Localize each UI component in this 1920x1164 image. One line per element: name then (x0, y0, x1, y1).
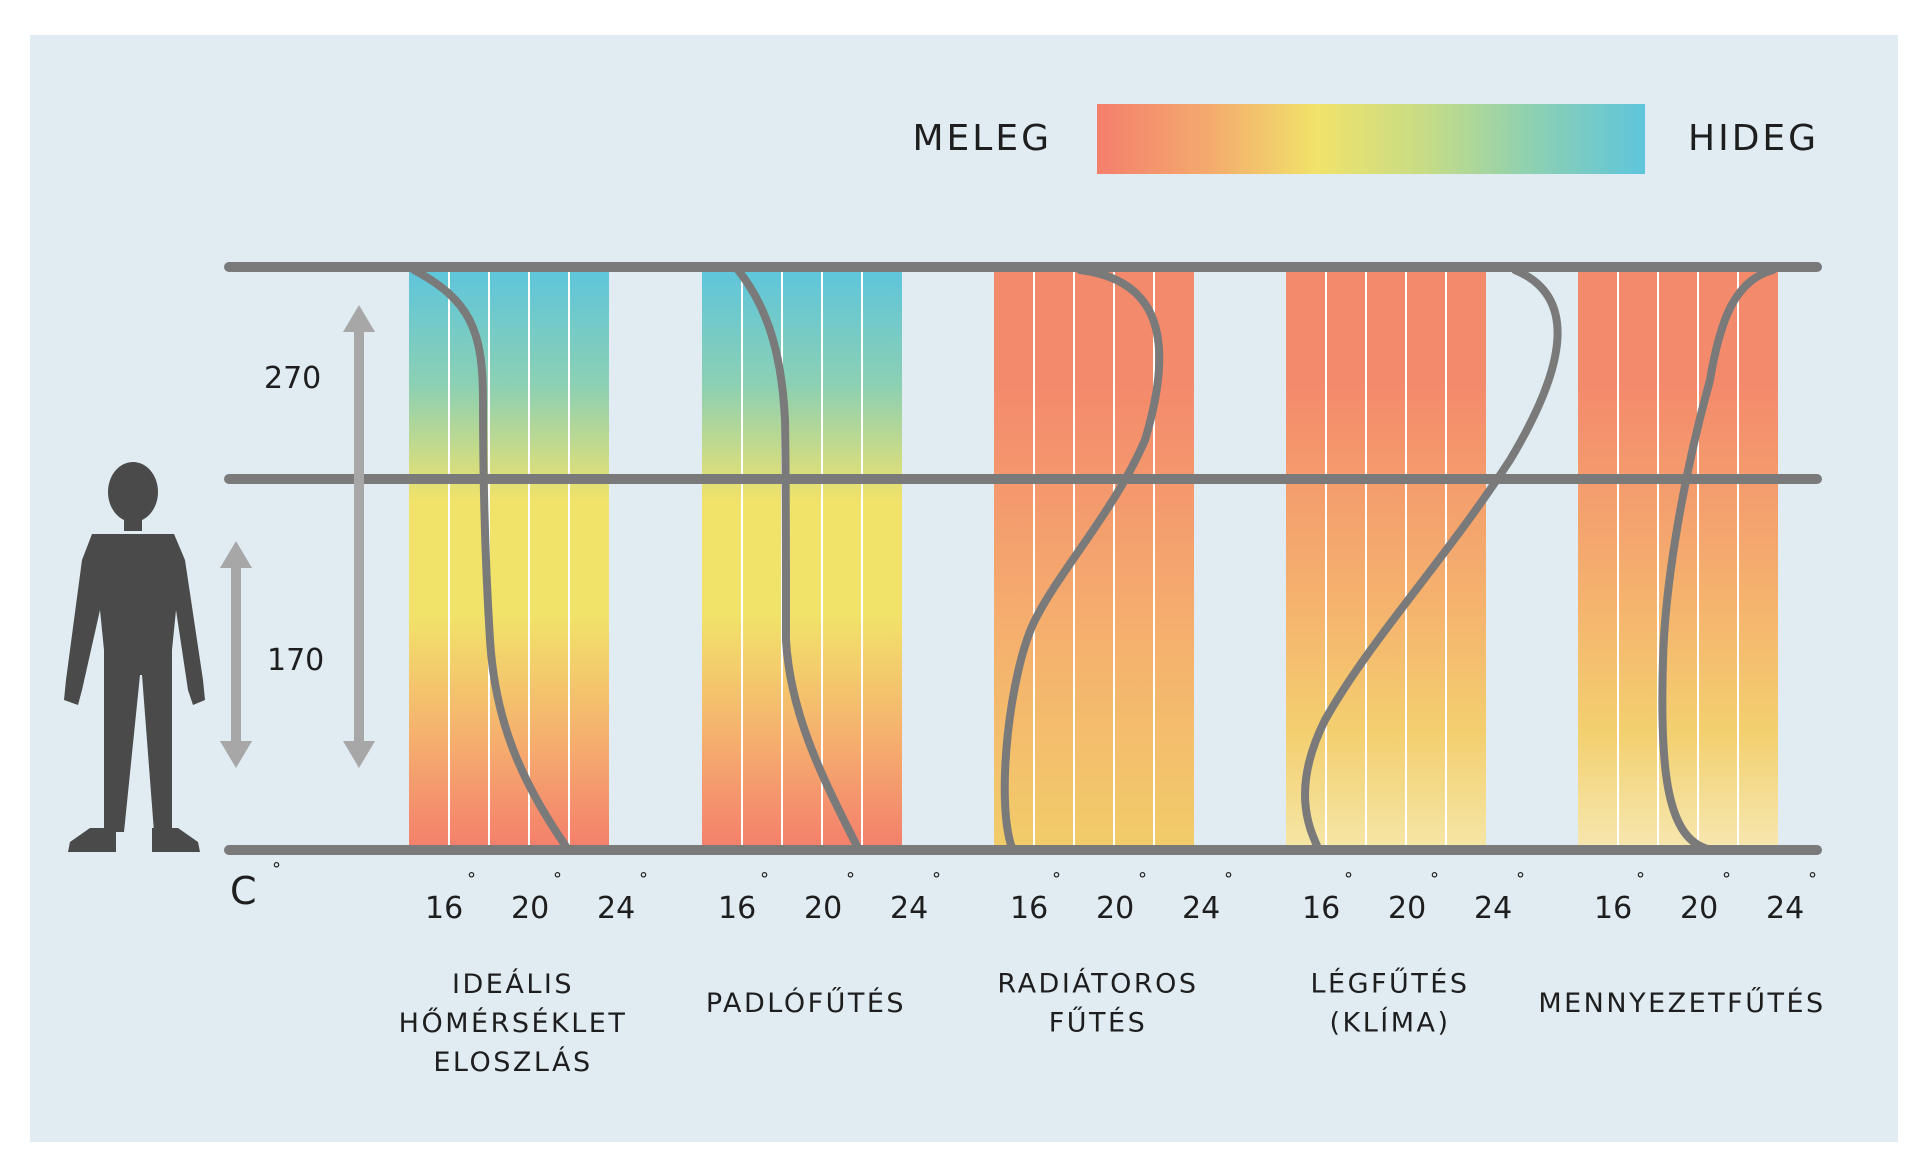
tick-degree-mennyezet-20: ° (1722, 869, 1731, 890)
curve-mennyezet (1658, 266, 1777, 852)
caption-legfutes-line-2: (KLÍMA) (1329, 1007, 1450, 1039)
panel-captions: IDEÁLIS HŐMÉRSÉKLET ELOSZLÁS PADLÓFŰTÉS RADI… (399, 968, 1825, 1079)
heating-columns (409, 270, 1778, 848)
tick-label-mennyezet-16: 16 (1594, 891, 1632, 926)
column-gradient-mennyezet (1578, 270, 1778, 848)
curve-padlo (734, 266, 862, 852)
tick-degree-radiator-16: ° (1052, 869, 1061, 890)
column-gradient-idealis (409, 270, 609, 848)
caption-radiator-line-2: FŰTÉS (1049, 1007, 1147, 1039)
tick-degree-mennyezet-16: ° (1636, 869, 1645, 890)
column-gradient-legfutes (1286, 270, 1486, 848)
tick-degree-legfutes-20: ° (1430, 869, 1439, 890)
tick-label-padlo-16: 16 (718, 891, 756, 926)
column-legfutes (1286, 270, 1486, 848)
tick-label-idealis-24: 24 (597, 891, 635, 926)
height-label-170: 170 (267, 643, 324, 678)
caption-radiator-line-1: RADIÁTOROS (997, 968, 1198, 1000)
temperature-tick-labels: 16°20°24°16°20°24°16°20°24°16°20°24°16°2… (425, 869, 1817, 926)
tick-label-idealis-16: 16 (425, 891, 463, 926)
tick-degree-idealis-24: ° (639, 869, 648, 890)
tick-degree-mennyezet-24: ° (1808, 869, 1817, 890)
tick-label-legfutes-20: 20 (1388, 891, 1426, 926)
tick-degree-legfutes-24: ° (1516, 869, 1525, 890)
tick-label-radiator-20: 20 (1096, 891, 1134, 926)
column-dividers-legfutes (1325, 270, 1447, 848)
tick-label-legfutes-16: 16 (1302, 891, 1340, 926)
tick-label-radiator-16: 16 (1010, 891, 1048, 926)
axis-unit: C ° (230, 859, 281, 913)
curve-legfutes (1301, 266, 1562, 852)
column-padlo (702, 270, 902, 848)
level-lines (224, 262, 1822, 855)
height-label-270: 270 (264, 361, 321, 396)
temperature-curves (410, 266, 1777, 852)
tick-degree-padlo-24: ° (932, 869, 941, 890)
tick-degree-radiator-20: ° (1138, 869, 1147, 890)
tick-label-idealis-20: 20 (511, 891, 549, 926)
caption-idealis-line-1: IDEÁLIS (452, 968, 574, 1000)
tick-degree-padlo-20: ° (846, 869, 855, 890)
caption-padlo-line-1: PADLÓFŰTÉS (706, 987, 906, 1019)
arrow-270 (343, 305, 375, 768)
legend-warm-label: MELEG (912, 118, 1052, 159)
caption-legfutes-line-1: LÉGFŰTÉS (1310, 968, 1469, 1000)
column-dividers-mennyezet (1617, 270, 1739, 848)
tick-label-mennyezet-20: 20 (1680, 891, 1718, 926)
legend-gradient-bar (1097, 104, 1645, 174)
legend-cold-label: HIDEG (1688, 118, 1819, 159)
tick-degree-idealis-20: ° (553, 869, 562, 890)
column-gradient-radiator (994, 270, 1194, 848)
axis-unit-letter: C (230, 869, 257, 913)
tick-degree-legfutes-16: ° (1344, 869, 1353, 890)
column-idealis (409, 270, 609, 848)
caption-idealis-line-2: HŐMÉRSÉKLET (399, 1007, 628, 1039)
curve-idealis (410, 266, 571, 852)
column-gradient-padlo (702, 270, 902, 848)
tick-degree-radiator-24: ° (1224, 869, 1233, 890)
tick-label-mennyezet-24: 24 (1766, 891, 1804, 926)
tick-degree-padlo-16: ° (760, 869, 769, 890)
column-mennyezet (1578, 270, 1778, 848)
tick-label-padlo-24: 24 (890, 891, 928, 926)
curve-radiator (1000, 266, 1164, 852)
caption-mennyezet-line-1: MENNYEZETFŰTÉS (1538, 987, 1825, 1019)
axis-unit-degree: ° (272, 859, 281, 880)
person-icon (64, 462, 205, 852)
column-radiator (994, 270, 1194, 848)
caption-idealis-line-3: ELOSZLÁS (433, 1046, 592, 1078)
height-arrows: 270 170 (220, 305, 375, 768)
tick-label-padlo-20: 20 (804, 891, 842, 926)
tick-label-legfutes-24: 24 (1474, 891, 1512, 926)
tick-label-radiator-24: 24 (1182, 891, 1220, 926)
arrow-170 (220, 541, 252, 768)
legend: MELEG HIDEG (912, 104, 1819, 174)
tick-degree-idealis-16: ° (467, 869, 476, 890)
